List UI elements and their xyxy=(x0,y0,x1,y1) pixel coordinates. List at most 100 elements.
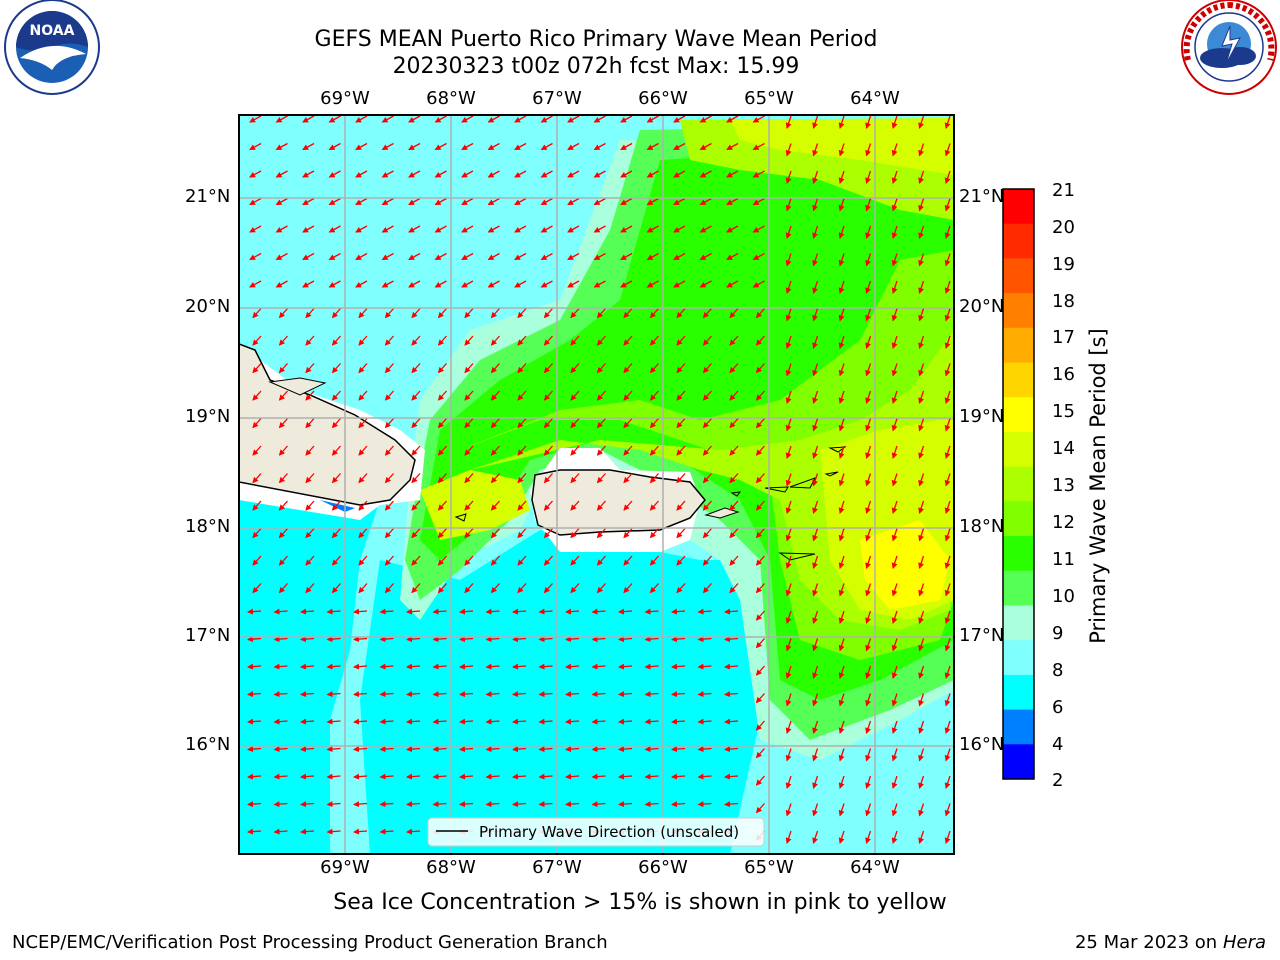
wave-direction-arrow xyxy=(944,473,951,487)
wave-direction-arrow xyxy=(785,115,792,129)
wave-direction-arrow xyxy=(865,170,872,184)
wave-direction-arrow xyxy=(305,583,315,594)
wave-direction-arrow xyxy=(838,830,845,844)
wave-direction-arrow xyxy=(331,363,341,374)
wave-direction-arrow xyxy=(785,583,792,597)
wave-direction-arrow xyxy=(729,418,739,429)
wave-direction-arrow xyxy=(676,418,686,429)
wave-direction-arrow xyxy=(729,500,739,511)
wave-direction-arrow xyxy=(275,252,288,261)
wave-direction-arrow xyxy=(673,197,686,206)
wave-direction-arrow xyxy=(618,773,633,780)
wave-direction-arrow xyxy=(305,555,315,566)
wave-direction-arrow xyxy=(596,363,606,374)
wave-direction-arrow xyxy=(755,390,765,401)
wave-direction-arrow xyxy=(384,583,394,594)
wave-direction-arrow xyxy=(517,390,527,401)
wave-direction-arrow xyxy=(891,418,898,432)
wave-direction-arrow xyxy=(623,528,633,539)
wave-direction-arrow xyxy=(812,418,819,432)
wave-direction-arrow xyxy=(543,583,553,594)
wave-direction-arrow xyxy=(331,418,341,429)
wave-direction-arrow xyxy=(944,308,951,322)
wave-direction-arrow xyxy=(411,308,421,319)
wave-direction-arrow xyxy=(490,308,500,319)
wave-direction-arrow xyxy=(487,170,500,178)
colorbar-swatch xyxy=(1003,501,1034,537)
wave-direction-arrow xyxy=(838,693,845,707)
wave-direction-arrow xyxy=(565,801,580,808)
wave-direction-arrow xyxy=(593,170,606,178)
wave-direction-arrow xyxy=(785,308,792,322)
wave-direction-arrow xyxy=(891,280,898,294)
wave-direction-arrow xyxy=(726,170,739,178)
wave-direction-arrow xyxy=(434,170,447,178)
top-lon-label-66w: 66°W xyxy=(638,88,688,109)
wave-direction-arrow xyxy=(729,473,739,484)
wave-direction-arrow xyxy=(543,418,553,429)
wave-direction-arrow xyxy=(618,663,633,670)
wave-direction-arrow xyxy=(620,280,633,288)
wave-direction-arrow xyxy=(918,803,925,817)
wave-direction-arrow xyxy=(565,691,580,698)
wave-direction-arrow xyxy=(570,500,580,511)
wave-direction-arrow xyxy=(593,252,606,261)
wave-direction-arrow xyxy=(838,500,845,514)
wave-direction-arrow xyxy=(865,555,872,569)
wave-direction-arrow xyxy=(305,500,315,511)
wave-direction-arrow xyxy=(461,225,474,233)
wave-direction-arrow xyxy=(517,445,527,456)
colorbar-tick: 19 xyxy=(1052,254,1075,275)
wave-direction-arrow xyxy=(724,718,739,725)
wave-direction-arrow xyxy=(591,663,606,670)
wave-direction-arrow xyxy=(249,197,262,206)
wave-direction-arrow xyxy=(567,225,580,233)
wave-direction-arrow xyxy=(538,663,553,670)
wave-direction-arrow xyxy=(565,773,580,780)
wave-direction-arrow xyxy=(437,445,447,456)
wave-direction-arrow xyxy=(812,803,819,817)
wave-direction-arrow xyxy=(755,583,765,594)
wave-direction-arrow xyxy=(865,143,872,157)
wave-direction-arrow xyxy=(487,280,500,288)
wave-direction-arrow xyxy=(673,252,686,261)
wave-direction-arrow xyxy=(487,197,500,206)
wave-direction-arrow xyxy=(379,828,394,835)
chart-subtitle: 20230323 t00z 072h fcst Max: 15.99 xyxy=(392,54,800,79)
wave-direction-arrow xyxy=(752,225,765,233)
wave-direction-arrow xyxy=(644,608,659,615)
wave-direction-arrow xyxy=(432,718,447,725)
colorbar-tick: 12 xyxy=(1052,512,1075,533)
wave-direction-arrow xyxy=(358,363,368,374)
wave-direction-arrow xyxy=(891,665,898,679)
wave-period-field xyxy=(239,115,954,854)
wave-direction-arrow xyxy=(302,115,315,123)
wave-direction-arrow xyxy=(646,280,659,288)
wave-direction-arrow xyxy=(865,528,872,542)
wave-direction-arrow xyxy=(275,197,288,206)
wave-direction-arrow xyxy=(812,445,819,459)
wave-direction-arrow xyxy=(565,636,580,643)
wave-direction-arrow xyxy=(540,142,553,151)
wave-direction-arrow xyxy=(729,363,739,374)
wave-direction-arrow xyxy=(514,170,527,178)
wave-direction-arrow xyxy=(278,500,288,511)
wave-direction-arrow xyxy=(355,142,368,151)
wave-direction-arrow xyxy=(593,115,606,123)
wave-direction-arrow xyxy=(699,197,712,206)
left-lat-label-18n: 18°N xyxy=(185,516,231,537)
wave-direction-arrow xyxy=(591,746,606,753)
wave-direction-arrow xyxy=(328,197,341,206)
wave-direction-arrow xyxy=(891,528,898,542)
bottom-lon-label-64w: 64°W xyxy=(850,857,900,878)
wave-direction-arrow xyxy=(461,197,474,206)
wave-direction-arrow xyxy=(459,718,474,725)
wave-direction-arrow xyxy=(353,746,368,753)
wave-direction-arrow xyxy=(328,252,341,261)
wave-direction-arrow xyxy=(353,608,368,615)
wave-direction-arrow xyxy=(891,308,898,322)
wave-direction-arrow xyxy=(752,170,765,178)
wave-direction-arrow xyxy=(676,583,686,594)
wave-direction-arrow xyxy=(838,170,845,184)
wave-direction-arrow xyxy=(591,773,606,780)
